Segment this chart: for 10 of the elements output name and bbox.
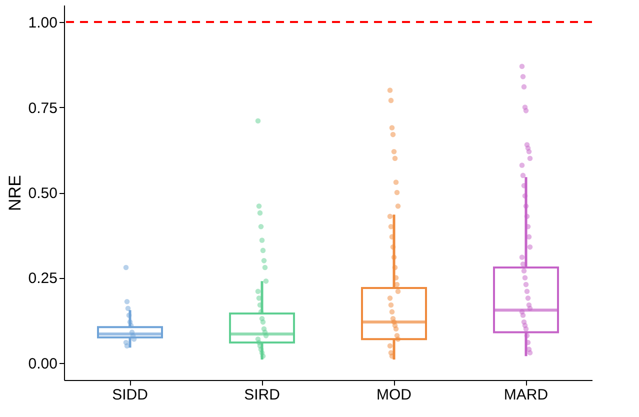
- y-tick-label: 0.00: [28, 355, 58, 372]
- y-tick-label: 1.00: [28, 14, 58, 32]
- x-tick-label: MOD: [376, 386, 412, 404]
- x-tick-label: SIRD: [244, 386, 280, 404]
- y-tick-label: 0.50: [28, 185, 58, 202]
- x-tick-label: SIDD: [112, 386, 148, 404]
- y-tick-label: 0.25: [28, 270, 58, 288]
- y-axis-title: NRE: [5, 175, 24, 211]
- y-tick-label: 0.75: [28, 100, 58, 117]
- x-tick-label: MARD: [504, 386, 548, 404]
